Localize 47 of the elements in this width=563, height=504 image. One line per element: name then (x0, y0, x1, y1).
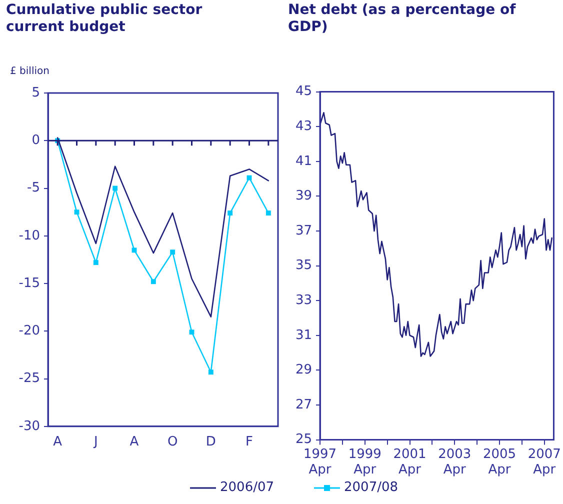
point (189, 330, 194, 335)
point (170, 250, 176, 255)
x-tick-label: J (92, 434, 98, 450)
y-tick-label: -15 (18, 276, 40, 291)
y-tick-label: 33 (295, 292, 312, 308)
x-tick-label: A (53, 434, 62, 450)
point (266, 210, 271, 216)
x-tick-label: D (206, 434, 216, 450)
y-tick-label: 45 (295, 84, 312, 100)
point (208, 370, 214, 375)
point (93, 260, 98, 266)
y-tick-label: -10 (18, 228, 40, 244)
x-tick-label: 2005 Apr (482, 446, 516, 478)
x-tick-label: A (130, 434, 139, 450)
point (246, 175, 252, 180)
point (112, 186, 118, 191)
y-tick-label: 29 (295, 362, 312, 378)
legend-label: 2006/07 (220, 480, 274, 495)
point (132, 248, 137, 253)
y-tick-label: 31 (295, 328, 312, 343)
y-tick-label: -5 (27, 180, 40, 196)
x-tick-label: 1999 Apr (348, 446, 382, 478)
y-tick-label: 5 (32, 85, 40, 100)
y-axis-title: £ billion (10, 66, 50, 77)
legend-label: 2007/08 (344, 480, 398, 495)
point (150, 279, 156, 284)
y-tick-label: 37 (295, 223, 312, 238)
x-tick-label: 2003 Apr (438, 446, 472, 478)
y-tick-label: -25 (18, 371, 40, 386)
y-tick-label: 39 (295, 188, 312, 204)
y-tick-label: 35 (295, 258, 312, 274)
y-tick-label: 0 (32, 133, 40, 148)
y-tick-label: 25 (295, 432, 312, 448)
chart-title: Net debt (as a percentage of GDP) (288, 2, 517, 36)
y-tick-label: 27 (295, 397, 312, 412)
x-tick-label: 2007 Apr (528, 446, 561, 478)
chart-title: Cumulative public sector current budget (6, 2, 204, 36)
x-tick-label: 2001 Apr (393, 446, 426, 478)
point (74, 210, 80, 215)
x-tick-label: F (246, 434, 253, 450)
x-tick-label: O (167, 434, 178, 450)
y-tick-label: 41 (295, 154, 312, 169)
y-tick-label: 43 (295, 118, 312, 134)
point (228, 210, 233, 216)
y-tick-label: -20 (18, 324, 40, 339)
x-tick-label: 1997 Apr (303, 446, 337, 478)
y-tick-label: -30 (18, 418, 40, 434)
